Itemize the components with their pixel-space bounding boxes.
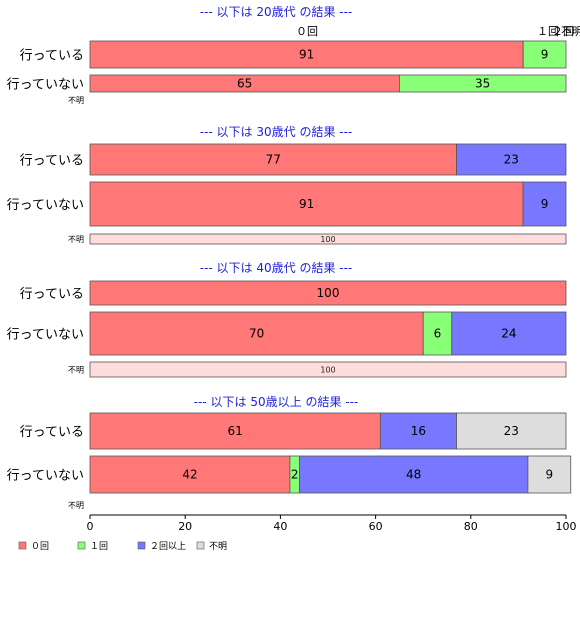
data-label: 2 <box>291 468 299 482</box>
legend-swatch <box>137 541 146 550</box>
panel-title: --- 以下は 40歳代 の結果 --- <box>200 261 353 275</box>
bar-segment <box>451 311 567 356</box>
row-label: 不明 <box>68 96 84 105</box>
bar-segment <box>89 181 524 227</box>
bar-segment <box>89 143 457 176</box>
legend-swatch <box>18 541 27 550</box>
data-label: 77 <box>266 153 281 167</box>
bar-segment <box>379 412 457 450</box>
data-label: 61 <box>228 424 243 438</box>
bar-segment <box>299 455 529 494</box>
data-label: 9 <box>541 197 549 211</box>
row-label: 行っていない <box>7 198 84 213</box>
panel-title: --- 以下は 20歳代 の結果 --- <box>200 5 353 19</box>
x-tick-label: 60 <box>369 520 383 533</box>
data-label: 42 <box>182 468 197 482</box>
bar-segment <box>522 40 567 69</box>
row-label: 行っている <box>20 49 84 64</box>
data-label: 91 <box>299 197 314 211</box>
legend-label: 不明 <box>209 541 227 552</box>
bar-segment <box>522 181 567 227</box>
bar-segment <box>527 455 572 494</box>
data-label: 9 <box>541 48 549 62</box>
row-label: 行っていない <box>7 469 84 484</box>
data-label: 65 <box>237 77 252 91</box>
top-category-label: 不明 <box>561 25 580 38</box>
data-label: 6 <box>434 327 442 341</box>
legend-label: ０回 <box>31 541 49 552</box>
data-label: 100 <box>320 366 335 375</box>
top-category-label: ０回 <box>296 25 318 38</box>
data-label: 16 <box>411 424 426 438</box>
top-category-label: １回 <box>537 25 559 38</box>
panel-title: --- 以下は 50歳以上 の結果 --- <box>194 395 359 409</box>
bar-segment <box>398 74 567 93</box>
row-label: 行っていない <box>7 328 84 343</box>
data-label: 91 <box>299 48 314 62</box>
bar-segment <box>89 412 381 450</box>
bar-segment <box>422 311 453 356</box>
data-label: 35 <box>475 77 490 91</box>
x-tick-label: 100 <box>556 520 577 533</box>
data-label: 48 <box>406 468 421 482</box>
row-label: 行っている <box>20 425 84 440</box>
legend-swatch <box>196 541 205 550</box>
bar-segment <box>456 143 567 176</box>
x-tick-label: 80 <box>464 520 478 533</box>
data-label: 100 <box>317 286 340 300</box>
x-tick-label: 0 <box>87 520 94 533</box>
bar-segment <box>89 233 567 245</box>
bar-segment <box>89 40 524 69</box>
data-label: 100 <box>320 235 335 244</box>
row-label: 行っていない <box>7 78 84 93</box>
data-label: 24 <box>501 327 516 341</box>
bar-segment <box>456 412 567 450</box>
row-label: 不明 <box>68 366 84 375</box>
data-label: 9 <box>546 468 554 482</box>
data-label: 70 <box>249 327 264 341</box>
data-label: 23 <box>504 153 519 167</box>
row-label: 不明 <box>68 501 84 510</box>
bar-segment <box>89 361 567 378</box>
legend-swatch <box>77 541 86 550</box>
legend-label: ２回以上 <box>150 541 186 552</box>
x-tick-label: 20 <box>178 520 192 533</box>
row-label: 不明 <box>68 235 84 244</box>
bar-segment <box>89 280 567 306</box>
top-category-label: ２回 <box>552 25 574 38</box>
data-label: 23 <box>504 424 519 438</box>
bar-segment <box>89 455 291 494</box>
row-label: 行っている <box>20 287 84 302</box>
x-tick-label: 40 <box>273 520 287 533</box>
panel-title: --- 以下は 30歳代 の結果 --- <box>200 125 353 139</box>
row-label: 行っている <box>20 154 84 169</box>
legend-label: １回 <box>90 541 108 552</box>
